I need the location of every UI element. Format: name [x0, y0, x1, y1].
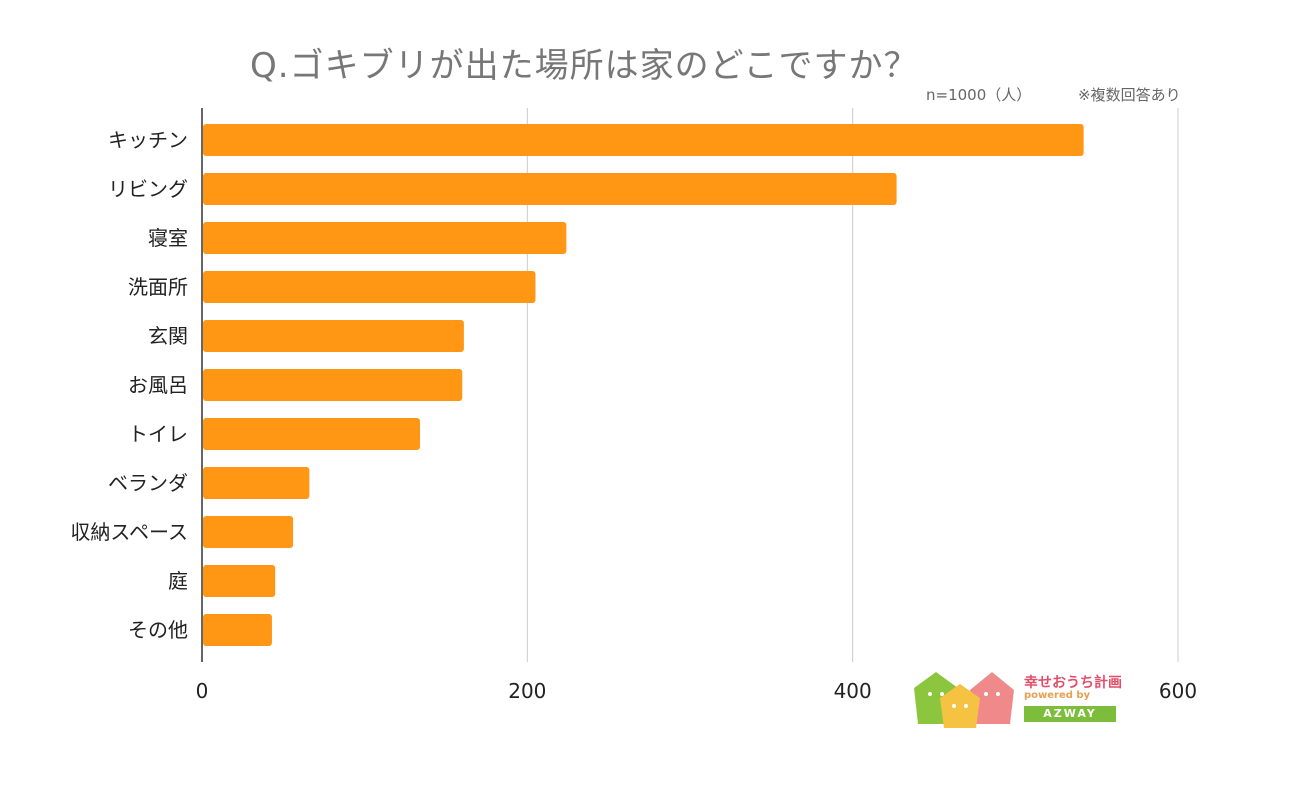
category-label: トイレ — [128, 422, 188, 446]
house-characters-icon — [914, 672, 1014, 728]
bar — [203, 222, 567, 254]
logo-title: 幸せおうち計画 — [1024, 675, 1122, 691]
logo-powered-by: powered by — [1024, 690, 1091, 701]
multiple-answer-note: ※複数回答あり — [1078, 86, 1181, 104]
bar — [203, 173, 897, 205]
bar — [203, 614, 272, 646]
category-label: リビング — [108, 177, 188, 201]
bar — [203, 467, 310, 499]
category-label: 寝室 — [148, 226, 188, 250]
category-label: 玄関 — [148, 324, 188, 348]
x-tick-label: 0 — [196, 679, 209, 703]
bar — [203, 320, 464, 352]
x-tick-label: 200 — [508, 679, 546, 703]
chart-title: Q.ゴキブリが出た場所は家のどこですか？ — [250, 46, 919, 86]
category-label: 洗面所 — [128, 275, 188, 299]
x-tick-label: 400 — [834, 679, 872, 703]
category-label: お風呂 — [128, 373, 188, 397]
category-label: 庭 — [168, 569, 188, 593]
bar — [203, 271, 536, 303]
bar — [203, 418, 420, 450]
category-label: 収納スペース — [70, 520, 188, 544]
bar — [203, 124, 1084, 156]
logo-badge: AZWAY — [1024, 706, 1116, 722]
brand-logo: 幸せおうち計画 powered by AZWAY — [910, 668, 1150, 732]
bar — [203, 369, 463, 401]
bar — [203, 565, 276, 597]
x-tick-label: 600 — [1159, 679, 1197, 703]
category-label: キッチン — [108, 128, 188, 152]
category-label: その他 — [128, 618, 188, 642]
bar — [203, 516, 294, 548]
category-label: ベランダ — [108, 471, 188, 495]
sample-size-note: n=1000（人） — [926, 86, 1032, 104]
